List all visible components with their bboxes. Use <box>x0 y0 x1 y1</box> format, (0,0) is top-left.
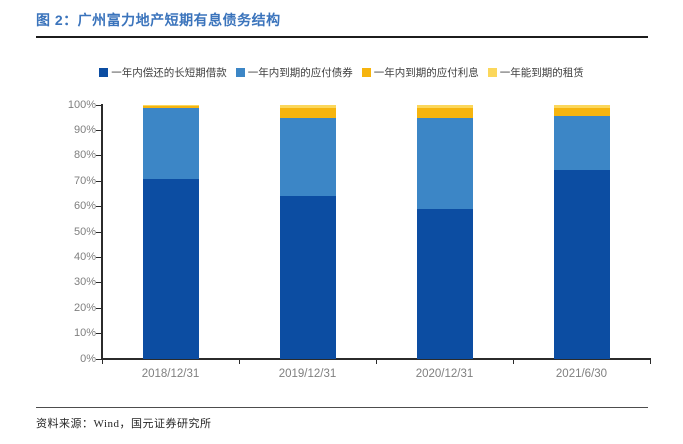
y-axis-tick-label: 20% <box>73 301 96 314</box>
y-axis-tick-label: 40% <box>73 250 96 263</box>
y-axis-tick <box>96 231 101 233</box>
bar-segment <box>279 105 336 108</box>
y-axis-tick <box>96 333 101 335</box>
legend-item: 一年内到期的应付利息 <box>361 65 479 80</box>
bar-segment <box>416 105 473 108</box>
x-axis-category-label: 2018/12/31 <box>141 368 200 380</box>
figure-title: 图 2：广州富力地产短期有息债务结构 <box>36 12 281 28</box>
y-axis-tick-label: 100% <box>67 98 96 111</box>
legend-item: 一年能到期的租赁 <box>487 65 584 80</box>
bar-segment <box>553 105 610 109</box>
legend-label: 一年内偿还的长短期借款 <box>111 68 227 79</box>
bar-segment <box>416 117 473 210</box>
chart-legend: 一年内偿还的长短期借款 一年内到期的应付债券 一年内到期的应付利息 一年能到期的租赁 <box>40 65 643 80</box>
x-axis-category-label: 2021/6/30 <box>555 368 608 380</box>
legend-item: 一年内偿还的长短期借款 <box>99 65 227 80</box>
legend-swatch-icon <box>99 68 109 77</box>
legend-label: 一年内到期的应付利息 <box>373 68 479 79</box>
y-axis-tick-label: 80% <box>73 149 96 162</box>
title-divider <box>36 36 648 38</box>
y-axis-tick <box>96 206 101 208</box>
x-axis-tick <box>238 360 240 364</box>
legend-item: 一年内到期的应付债券 <box>235 65 353 80</box>
legend-label: 一年内到期的应付债券 <box>247 68 353 79</box>
bar-segment <box>416 107 473 118</box>
y-axis-tick <box>96 282 101 284</box>
legend-swatch-icon <box>487 68 497 77</box>
bar-segment <box>142 178 199 359</box>
y-axis-tick <box>96 129 101 131</box>
bar-segment <box>416 209 473 359</box>
bar-segment <box>142 105 199 106</box>
bar-segment <box>279 117 336 197</box>
x-axis-tick <box>101 360 103 364</box>
bar-segment <box>279 196 336 359</box>
x-axis-line <box>101 358 651 360</box>
bar-segment <box>142 105 199 108</box>
x-axis-category-label: 2020/12/31 <box>415 368 474 380</box>
footer-divider <box>36 407 648 408</box>
y-axis-tick <box>96 104 101 106</box>
y-axis-tick-label: 50% <box>73 225 96 238</box>
legend-label: 一年能到期的租赁 <box>499 68 584 79</box>
y-axis-tick-label: 70% <box>73 174 96 187</box>
y-axis-tick <box>96 307 101 309</box>
y-axis-tick <box>96 155 101 157</box>
bar-segment <box>142 107 199 179</box>
y-axis-tick-label: 10% <box>73 327 96 340</box>
x-axis-tick <box>375 360 377 364</box>
bar-segment <box>553 169 610 359</box>
x-axis-tick <box>649 360 651 364</box>
x-axis-tick <box>512 360 514 364</box>
y-axis-tick <box>96 180 101 182</box>
legend-swatch-icon <box>361 68 371 77</box>
y-axis-tick-label: 0% <box>80 352 96 365</box>
y-axis-tick <box>96 358 101 360</box>
y-axis-tick <box>96 256 101 258</box>
y-axis-tick-label: 60% <box>73 200 96 213</box>
y-axis-tick-label: 90% <box>73 123 96 136</box>
bar-segment <box>553 108 610 117</box>
bar-segment <box>553 116 610 170</box>
legend-swatch-icon <box>235 68 245 77</box>
source-note: 资料来源：Wind，国元证券研究所 <box>36 418 212 430</box>
x-axis-category-label: 2019/12/31 <box>278 368 337 380</box>
y-axis-tick-label: 30% <box>73 276 96 289</box>
y-axis-line <box>101 104 103 360</box>
bar-segment <box>279 107 336 118</box>
